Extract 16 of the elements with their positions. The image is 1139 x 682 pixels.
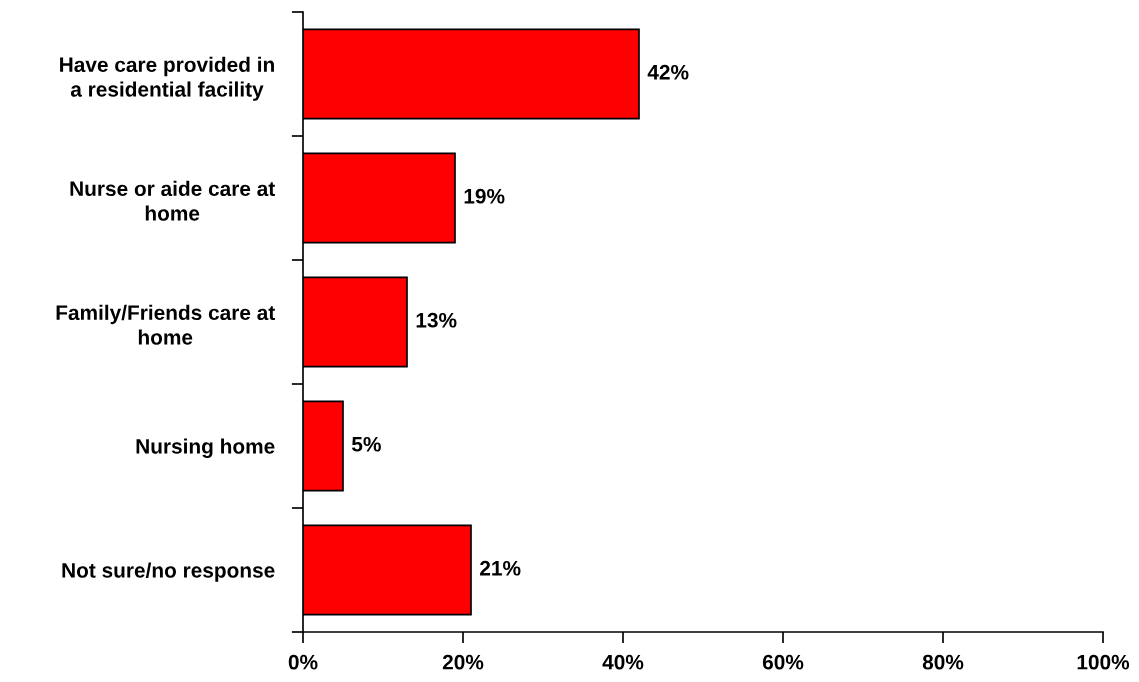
y-tick-label: Have care provided in a residential facility xyxy=(60,56,274,101)
x-tick-label: 60% xyxy=(762,654,804,670)
x-tick-label: 40% xyxy=(602,654,644,670)
y-tick-label: Nursing home xyxy=(136,438,275,458)
data-label: 42% xyxy=(647,64,689,80)
x-tick-label: 100% xyxy=(1077,654,1130,670)
y-tick-label: Family/Friends care at home xyxy=(56,304,275,345)
x-tick-label: 20% xyxy=(442,654,484,670)
data-label: 19% xyxy=(464,188,505,204)
x-tick-label: 80% xyxy=(922,654,964,670)
data-label: 5% xyxy=(351,436,381,452)
y-tick-label: Not sure/no response xyxy=(62,562,275,582)
y-tick-label: Nurse or aide care at home xyxy=(70,180,275,221)
data-label: 21% xyxy=(480,560,521,576)
x-tick-label: 0% xyxy=(288,654,318,670)
data-label: 13% xyxy=(416,312,457,328)
